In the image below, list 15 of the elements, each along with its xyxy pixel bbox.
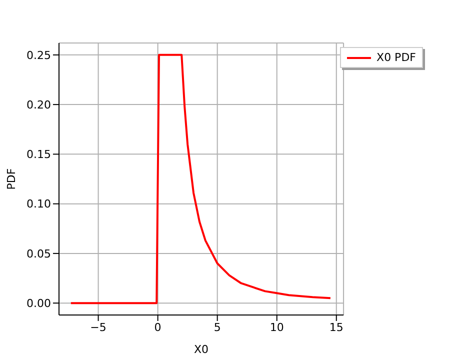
line-series xyxy=(70,54,332,304)
y-tick-label: 0.05 xyxy=(26,247,51,260)
x-tick-label: −5 xyxy=(90,320,106,334)
x-axis-title: X0 xyxy=(194,343,209,355)
y-axis-title: PDF xyxy=(4,168,18,190)
x-tick-label: 5 xyxy=(214,320,221,334)
x-tick-label: 10 xyxy=(270,320,284,334)
y-tick-label: 0.00 xyxy=(26,296,51,310)
y-tick-label: 0.10 xyxy=(26,198,51,211)
y-tick-label: 0.25 xyxy=(26,48,51,62)
y-tick-label: 0.20 xyxy=(26,98,51,112)
x-tick-label: 0 xyxy=(154,320,162,334)
y-tick-label: 0.15 xyxy=(26,148,51,162)
legend-label: X0 PDF xyxy=(376,51,416,64)
x-tick-label: 15 xyxy=(329,320,344,334)
